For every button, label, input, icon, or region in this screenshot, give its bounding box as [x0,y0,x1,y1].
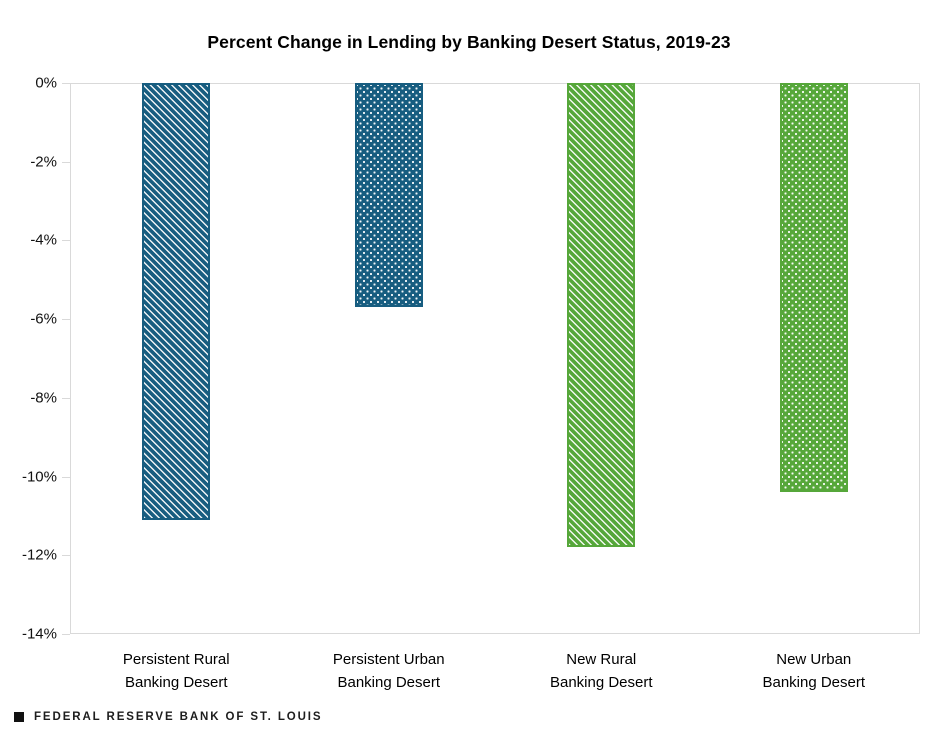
y-tick-label: -10% [21,468,57,486]
chart-title: Percent Change in Lending by Banking Des… [207,32,731,52]
brand-name: FEDERAL RESERVE BANK OF ST. LOUIS [34,711,323,723]
x-category-label: Persistent Rural Banking Desert [122,651,230,691]
y-tick-mark [62,319,70,321]
bar-1 [142,83,211,520]
source-footer: FEDERAL RESERVE BANK OF ST. LOUIS [14,711,322,723]
y-tick-label: -6% [30,310,57,328]
x-category-label: New Rural Banking Desert [549,651,653,691]
y-tick-label: -14% [21,625,57,643]
y-tick-mark [62,240,70,242]
plot-area [70,83,920,634]
y-tick-label: 0% [35,74,57,92]
y-tick-mark [62,83,70,84]
bar-4 [779,83,848,493]
y-tick-label: -8% [30,389,57,407]
x-category-label: Persistent Urban Banking Desert [332,651,445,691]
y-tick-label: -2% [30,153,57,171]
y-tick-mark [62,634,70,635]
y-tick-mark [62,161,70,163]
bar-3 [567,83,636,548]
y-tick-mark [62,476,70,478]
bar-2 [354,83,423,308]
y-tick-label: -12% [21,546,57,564]
y-tick-mark [62,555,70,557]
y-tick-mark [62,397,70,399]
x-category-label: New Urban Banking Desert [762,651,866,691]
brand-square-icon [14,712,24,722]
y-tick-label: -4% [30,231,57,249]
